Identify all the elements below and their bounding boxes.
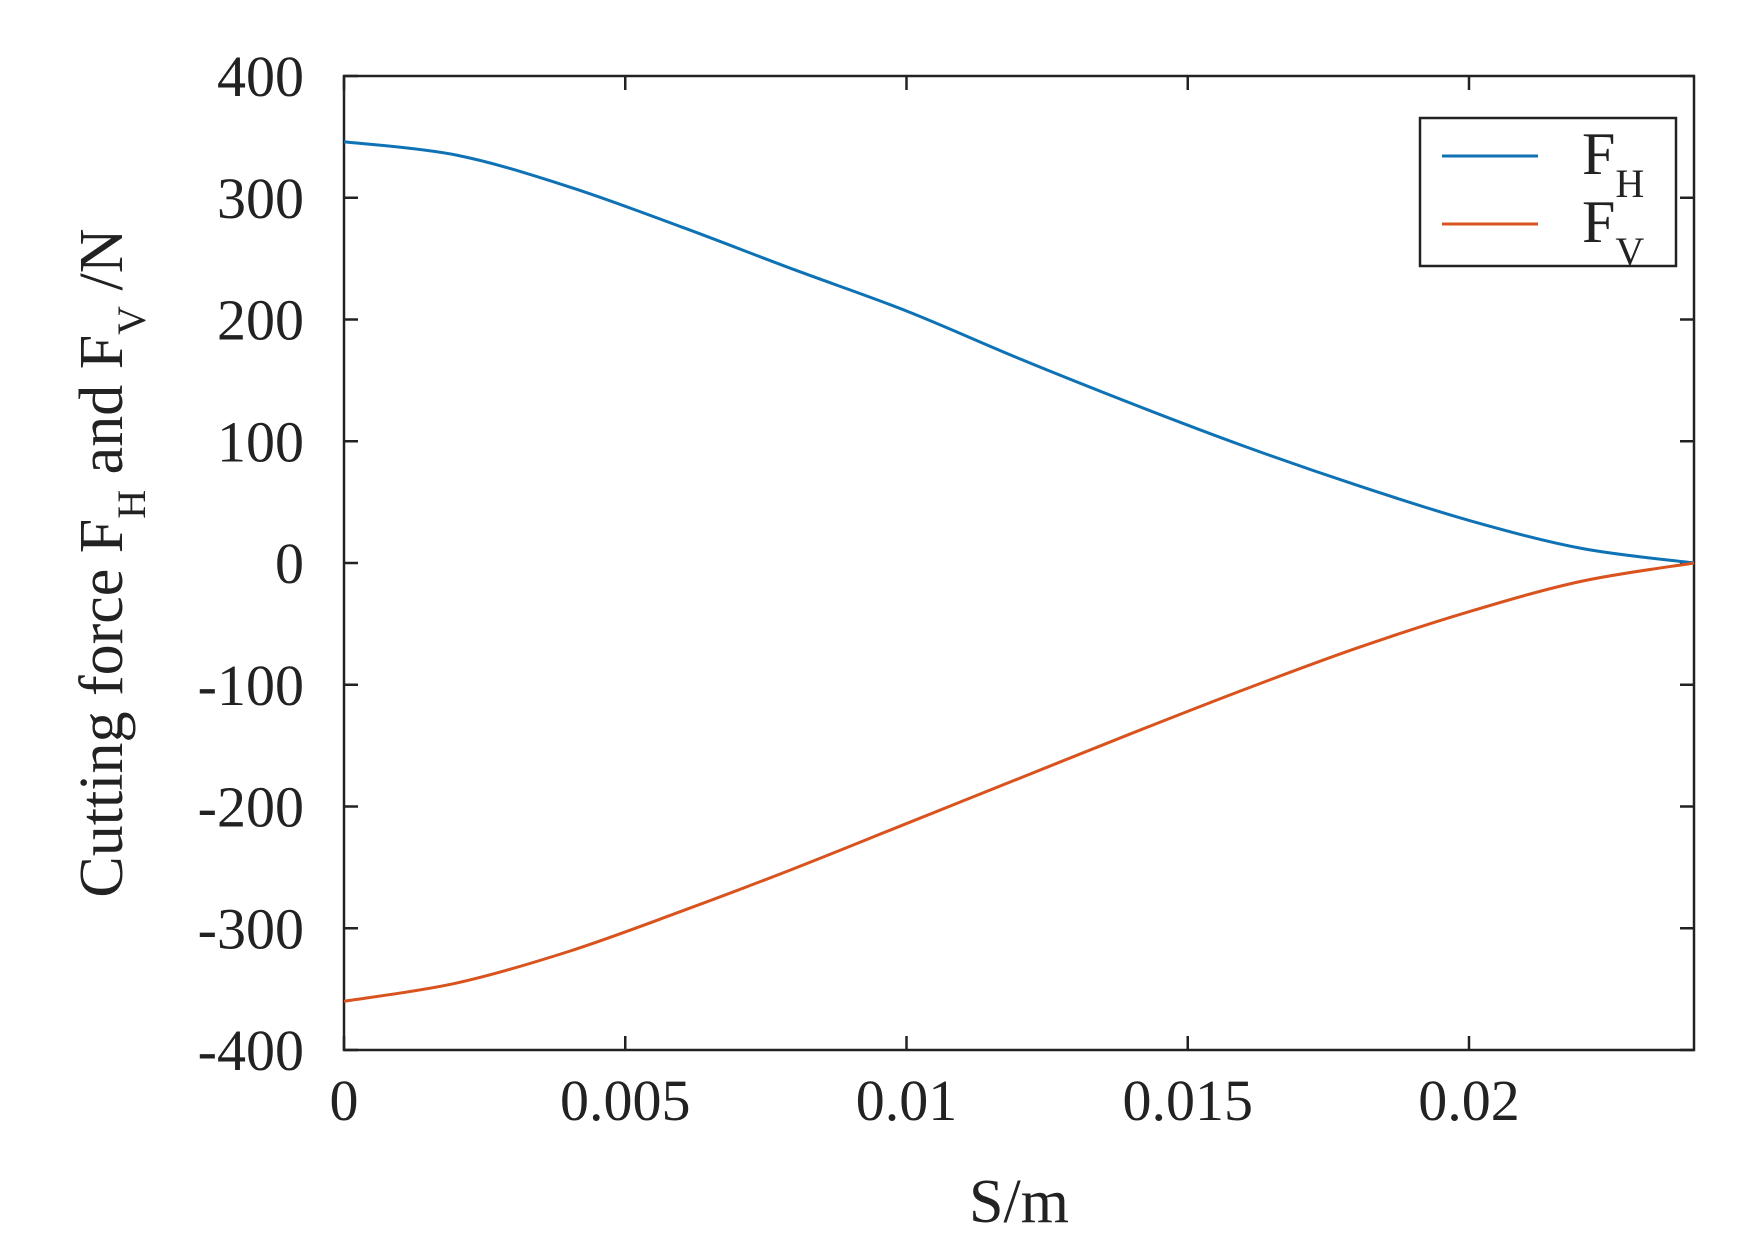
legend-label-fv: FV [1582,189,1644,274]
y-axis-title-part: Cutting force F [68,519,136,898]
legend-box [1418,116,1678,268]
y-axis-title: Cutting force FH and FV /N [68,228,154,897]
series-line-fv [343,561,1695,1003]
x-tick-label: 0.015 [1123,1068,1254,1133]
legend-label-main: F [1582,189,1615,255]
x-tick-label: 0.02 [1418,1068,1520,1133]
y-axis-title-subscript: V [109,306,154,335]
y-axis-title-part: /N [68,228,136,306]
x-tick-label: 0.01 [856,1068,958,1133]
legend-label-main: F [1582,121,1615,187]
y-axis-title-subscript: H [109,490,154,519]
y-tick-label: 200 [217,288,304,353]
y-tick-label: -100 [198,653,304,718]
y-tick-label: -300 [198,896,304,961]
y-tick-label: -400 [198,1018,304,1083]
legend: FH FV [1418,116,1678,274]
y-axis-title-part: and F [68,335,136,490]
x-tick-label: 0.005 [560,1068,691,1133]
y-tick-label: -200 [198,775,304,840]
y-tick-label: 400 [217,44,304,109]
x-axis-title: S/m [969,1168,1069,1236]
legend-label-fh: FH [1582,121,1644,206]
y-tick-label: 100 [217,409,304,474]
legend-label-subscript: H [1615,161,1644,206]
legend-label-subscript: V [1615,229,1644,274]
series-layer [343,140,1695,1003]
y-tick-label: 0 [275,531,304,596]
y-tick-label: 300 [217,166,304,231]
x-axis-ticks: 0 0.005 0.01 0.015 0.02 [330,76,1520,1133]
series-line-fh [343,140,1695,565]
x-tick-label: 0 [330,1068,359,1133]
y-axis-ticks: 400 300 200 100 0 -100 -200 -300 -400 [198,44,1694,1083]
